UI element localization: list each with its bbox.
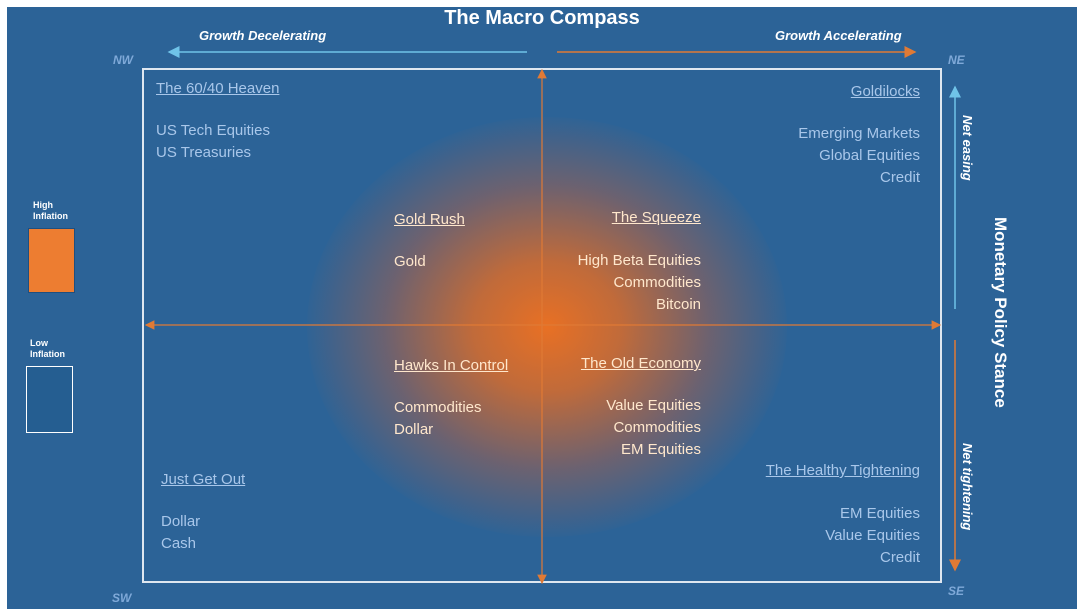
corner-se-label: SE — [948, 584, 965, 598]
list-item: Dollar — [394, 421, 434, 438]
list-item: Global Equities — [819, 147, 920, 164]
list-item: Credit — [879, 169, 920, 186]
legend-low-label: Low Inflation — [30, 338, 65, 360]
nw-inner-title: Gold Rush — [394, 211, 465, 228]
se-inner-items: Value Equities Commodities EM Equities — [606, 395, 701, 461]
sw-inner-title: Hawks In Control — [394, 357, 509, 374]
corner-sw-label: SW — [112, 591, 132, 605]
legend-high-line2: Inflation — [33, 211, 68, 221]
legend-low-line2: Inflation — [30, 349, 65, 359]
ne-outer-items: Emerging Markets Global Equities Credit — [798, 123, 920, 189]
legend-low-swatch — [26, 366, 73, 433]
se-inner-title: The Old Economy — [580, 355, 701, 372]
legend-high-swatch — [28, 228, 75, 293]
diagram-title: The Macro Compass — [444, 7, 640, 29]
corner-ne-label: NE — [948, 53, 965, 67]
list-item: Value Equities — [825, 527, 920, 544]
net-easing-label: Net easing — [960, 115, 975, 181]
list-item: High Beta Equities — [577, 252, 701, 269]
list-item: EM Equities — [839, 505, 920, 522]
list-item: Dollar — [161, 513, 201, 530]
ne-outer-title: Goldilocks — [850, 83, 920, 100]
list-item: Value Equities — [606, 397, 701, 414]
list-item: Credit — [879, 549, 920, 566]
arrows-layer — [144, 46, 961, 585]
ne-inner-items: High Beta Equities Commodities Bitcoin — [578, 250, 701, 316]
monetary-policy-stance-label: Monetary Policy Stance — [991, 217, 1010, 408]
list-item: Commodities — [613, 274, 701, 291]
legend-low-line1: Low — [30, 338, 48, 348]
list-item: Cash — [161, 535, 197, 552]
center-glow — [307, 117, 787, 537]
list-item: Commodities — [613, 419, 701, 436]
growth-decelerating-label: Growth Decelerating — [199, 28, 327, 43]
list-item: US Tech Equities — [156, 122, 270, 139]
se-outer-items: EM Equities Value Equities Credit — [825, 503, 920, 569]
list-item: EM Equities — [620, 441, 701, 458]
legend-high-label: High Inflation — [33, 200, 68, 222]
list-item: Commodities — [394, 399, 482, 416]
growth-accelerating-label: Growth Accelerating — [775, 28, 902, 43]
list-item: Gold — [394, 253, 426, 270]
sw-outer-title: Just Get Out — [161, 471, 246, 488]
nw-outer-items: US Tech Equities US Treasuries — [156, 120, 270, 164]
list-item: Emerging Markets — [798, 125, 920, 142]
list-item: Bitcoin — [655, 296, 701, 313]
nw-outer-title: The 60/40 Heaven — [156, 80, 280, 97]
nw-inner-items: Gold — [394, 251, 426, 273]
sw-outer-items: Dollar Cash — [161, 511, 200, 555]
corner-nw-label: NW — [113, 53, 133, 67]
macro-compass-canvas: The Macro Compass Growth Decelerating Gr… — [7, 7, 1077, 609]
net-tightening-label: Net tightening — [960, 443, 975, 531]
legend-high-line1: High — [33, 200, 53, 210]
ne-inner-title: The Squeeze — [611, 209, 701, 226]
list-item: US Treasuries — [156, 144, 252, 161]
se-outer-title: The Healthy Tightening — [765, 462, 920, 479]
sw-inner-items: Commodities Dollar — [394, 397, 482, 441]
